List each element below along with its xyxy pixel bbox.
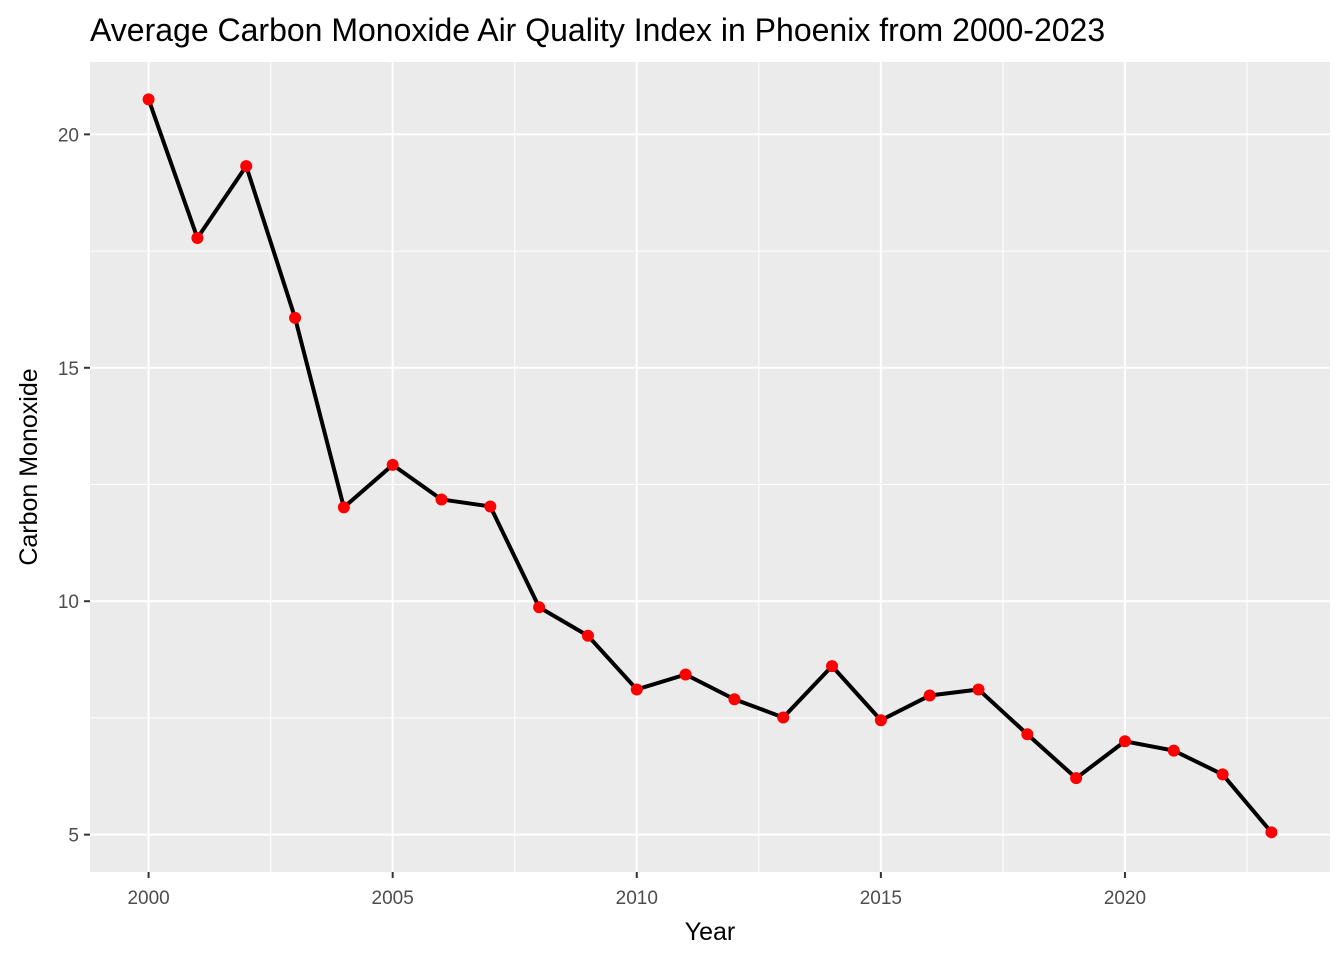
x-tick-label: 2005 <box>372 888 414 909</box>
plot-panel <box>90 62 1330 872</box>
series-line <box>146 98 1273 834</box>
data-point <box>874 714 887 727</box>
data-point <box>337 501 350 514</box>
x-axis-title: Year <box>685 918 736 946</box>
y-tick-label: 10 <box>58 592 79 613</box>
data-point <box>826 660 839 673</box>
data-points <box>142 93 1278 839</box>
data-point <box>386 458 399 471</box>
chart-title: Average Carbon Monoxide Air Quality Inde… <box>90 12 1105 48</box>
x-tick-label: 2015 <box>860 888 902 909</box>
data-point <box>1070 772 1083 785</box>
data-point <box>142 93 155 106</box>
data-point <box>679 668 692 681</box>
x-tick-label: 2020 <box>1104 888 1146 909</box>
data-point <box>1021 728 1034 741</box>
y-tick-label: 20 <box>58 125 79 146</box>
y-tick-label: 15 <box>58 359 79 380</box>
x-axis-ticks: 2000 2005 2010 2015 2020 <box>127 872 1146 909</box>
data-point <box>1216 768 1229 781</box>
x-tick-label: 2010 <box>616 888 658 909</box>
data-point <box>289 311 302 324</box>
data-point <box>191 232 204 245</box>
data-point <box>1265 826 1278 839</box>
data-point <box>1118 735 1131 748</box>
data-point <box>923 689 936 702</box>
minor-gridlines <box>90 62 1330 872</box>
x-tick-label: 2000 <box>127 888 169 909</box>
y-tick-label: 5 <box>68 826 79 847</box>
data-point <box>777 711 790 724</box>
data-point <box>240 160 253 173</box>
data-point <box>581 629 594 642</box>
data-point <box>435 493 448 506</box>
y-axis-title: Carbon Monoxide <box>15 368 43 565</box>
data-point <box>533 601 546 614</box>
data-point <box>630 683 643 696</box>
data-point <box>484 500 497 513</box>
y-axis-ticks: 5 10 15 20 <box>58 125 90 847</box>
data-point <box>1167 744 1180 757</box>
data-point <box>728 693 741 706</box>
data-point <box>972 683 985 696</box>
